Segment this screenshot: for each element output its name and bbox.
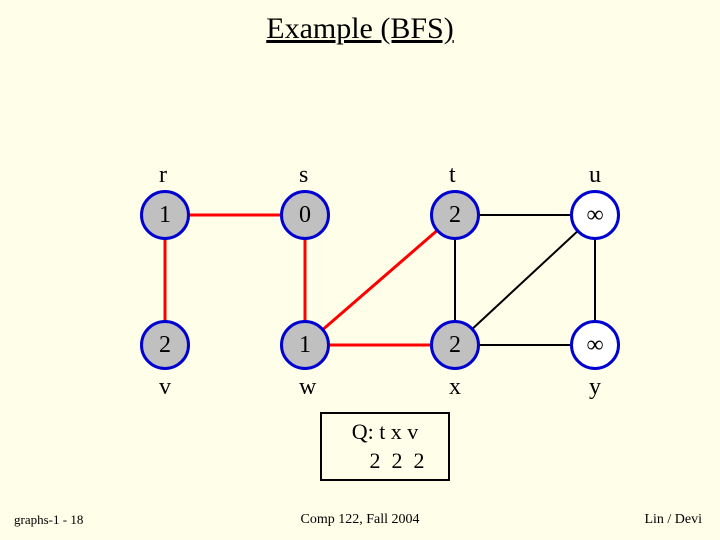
node-label-x: x — [449, 374, 461, 401]
node-label-w: w — [299, 374, 316, 401]
edge-w-t — [305, 215, 455, 345]
node-u: ∞ — [570, 190, 620, 240]
node-label-s: s — [299, 162, 308, 189]
edge-u-x — [455, 215, 595, 345]
node-r: 1 — [140, 190, 190, 240]
node-label-r: r — [159, 162, 167, 189]
footer-center: Comp 122, Fall 2004 — [300, 512, 419, 528]
queue-line2: 2 2 2 — [334, 447, 436, 476]
node-label-y: y — [589, 374, 601, 401]
node-x: 2 — [430, 320, 480, 370]
node-t: 2 — [430, 190, 480, 240]
node-label-v: v — [159, 374, 171, 401]
node-v: 2 — [140, 320, 190, 370]
node-y: ∞ — [570, 320, 620, 370]
node-label-u: u — [589, 162, 601, 189]
footer-right: Lin / Devi — [644, 512, 702, 528]
queue-box: Q: t x v 2 2 2 — [320, 412, 450, 481]
node-s: 0 — [280, 190, 330, 240]
queue-line1: Q: t x v — [334, 418, 436, 447]
node-w: 1 — [280, 320, 330, 370]
node-label-t: t — [449, 162, 456, 189]
footer-left: graphs-1 - 18 — [14, 512, 83, 528]
